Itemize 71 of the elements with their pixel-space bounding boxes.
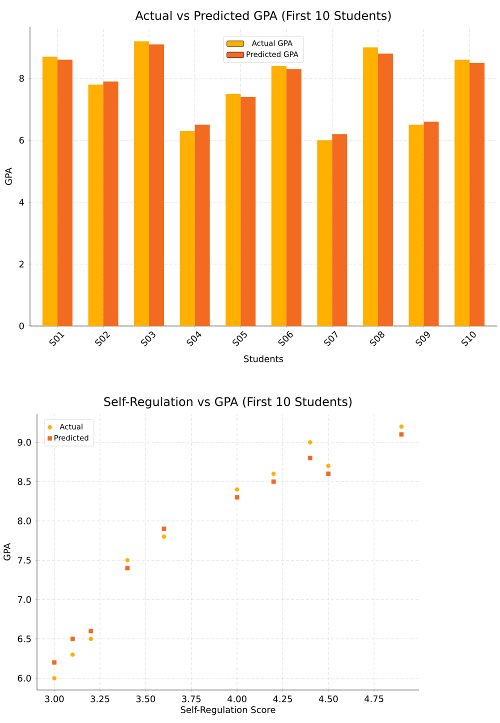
y-tick-label: 8	[19, 74, 24, 82]
bar	[332, 134, 348, 326]
bar	[271, 66, 286, 326]
y-tick-label: 6.0	[18, 674, 31, 682]
point	[52, 660, 57, 665]
y-tick-label: 6.5	[18, 635, 31, 642]
chart-title: Actual vs Predicted GPA (First 10 Students)	[135, 10, 391, 22]
point	[162, 526, 166, 531]
bar	[226, 94, 241, 326]
bar	[317, 140, 332, 326]
x-tick-label: 3.00	[45, 696, 64, 702]
bar	[286, 69, 302, 326]
bar	[408, 124, 424, 326]
x-tick-label: 4.75	[364, 696, 384, 702]
x-tick-label: S03	[140, 332, 156, 346]
bar	[180, 130, 195, 326]
y-tick-label: 8.0	[18, 518, 31, 524]
x-tick-label: S10	[461, 332, 476, 346]
x-tick-label: 3.75	[182, 696, 201, 702]
bar	[103, 81, 118, 326]
y-axis-title: GPA	[5, 168, 12, 185]
point	[70, 636, 75, 642]
chart-title: Self-Regulation vs GPA (First 10 Students)	[104, 396, 352, 408]
bar	[378, 54, 393, 326]
bar	[57, 60, 72, 326]
point	[162, 534, 166, 539]
x-tick-label: S01	[49, 332, 64, 346]
x-tick-label: S09	[416, 332, 430, 346]
point	[326, 472, 331, 476]
bar	[134, 41, 150, 326]
bar	[194, 124, 210, 326]
y-tick-label: 6	[19, 136, 24, 144]
point	[234, 487, 240, 492]
x-tick-label: 3.25	[90, 696, 110, 702]
bar	[88, 84, 104, 326]
point	[271, 472, 276, 476]
bar	[424, 122, 439, 326]
bar	[470, 62, 485, 326]
point	[399, 424, 404, 429]
x-tick-label: S02	[95, 332, 110, 346]
point	[70, 652, 75, 657]
point	[234, 495, 240, 500]
y-tick-label: 8.5	[18, 478, 31, 486]
x-tick-label: 4.25	[273, 696, 292, 702]
y-tick-label: 7.0	[18, 596, 31, 603]
point	[399, 432, 404, 437]
y-tick-label: 0	[19, 322, 24, 330]
bar	[240, 96, 256, 326]
x-tick-label: 4.00	[228, 696, 246, 702]
point	[88, 628, 94, 634]
bar	[362, 47, 378, 326]
x-tick-label: 3.50	[136, 696, 156, 702]
y-axis-title: GPA	[4, 543, 10, 560]
x-axis-title: Students	[244, 355, 284, 362]
x-tick-label: 4.50	[318, 696, 338, 702]
point	[52, 676, 57, 680]
y-tick-label: 4	[19, 198, 24, 206]
point	[308, 440, 312, 444]
point	[125, 566, 130, 570]
bar	[42, 56, 58, 326]
y-tick-label: 9.0	[18, 438, 31, 446]
bar	[149, 44, 164, 326]
point	[326, 464, 331, 468]
point	[308, 456, 312, 460]
y-tick-label: 7.5	[18, 556, 31, 564]
point	[271, 479, 276, 484]
point	[125, 558, 130, 562]
point	[88, 636, 94, 642]
y-tick-label: 2	[19, 260, 24, 268]
bar	[454, 60, 470, 326]
x-axis-title: Self-Regulation Score	[180, 706, 276, 715]
